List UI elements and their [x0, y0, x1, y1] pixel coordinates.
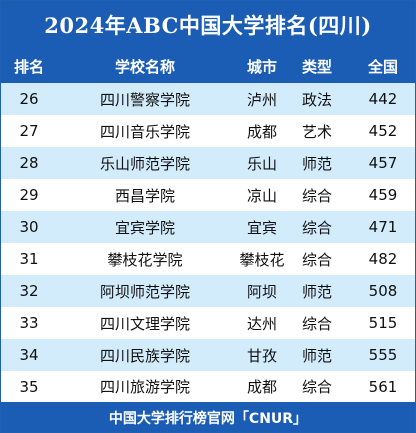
rank-cell: 28 [19, 154, 39, 172]
national-rank-cell: 452 [368, 122, 398, 140]
header-type: 类型 [301, 57, 332, 76]
city-cell: 阿坝 [246, 282, 277, 301]
national-rank-cell: 471 [368, 218, 398, 236]
school-name-cell: 西昌学院 [114, 186, 175, 205]
table-row: 26 四川警察学院 泸州 政法 442 [1, 83, 415, 115]
rank-cell: 34 [19, 346, 39, 364]
national-rank-cell: 555 [368, 346, 398, 364]
type-cell: 综合 [301, 378, 332, 396]
header-rank: 排名 [13, 57, 44, 76]
header-national-rank: 全国 [367, 57, 398, 76]
table-row: 35 四川旅游学院 成都 综合 561 [1, 371, 415, 403]
city-cell: 成都 [246, 378, 277, 396]
table-row: 34 四川民族学院 甘孜 师范 555 [1, 339, 415, 371]
city-cell: 泸州 [246, 90, 277, 109]
table-row: 27 四川音乐学院 成都 艺术 452 [1, 115, 415, 147]
table-footer-source: 中国大学排行榜官网「CNUR」 [1, 403, 415, 432]
school-name-cell: 宜宾学院 [114, 218, 175, 237]
rank-cell: 26 [19, 90, 39, 108]
table-row: 31 攀枝花学院 攀枝花 综合 482 [1, 243, 415, 275]
school-name-cell: 四川旅游学院 [99, 378, 190, 396]
type-cell: 师范 [301, 346, 332, 365]
city-cell: 宜宾 [246, 218, 277, 237]
school-name-cell: 阿坝师范学院 [99, 282, 190, 301]
city-cell: 凉山 [246, 186, 277, 205]
type-cell: 师范 [301, 154, 332, 173]
header-school-name: 学校名称 [114, 57, 175, 76]
table-body: 26 四川警察学院 泸州 政法 442 27 四川音乐学院 成都 艺术 452 … [1, 83, 415, 403]
type-cell: 综合 [301, 186, 332, 205]
national-rank-cell: 442 [368, 90, 398, 108]
school-name-cell: 乐山师范学院 [99, 154, 190, 173]
table-row: 28 乐山师范学院 乐山 师范 457 [1, 147, 415, 179]
table-row: 29 西昌学院 凉山 综合 459 [1, 179, 415, 211]
rank-cell: 32 [19, 282, 39, 300]
city-cell: 成都 [246, 122, 277, 141]
national-rank-cell: 459 [368, 186, 398, 204]
national-rank-cell: 561 [368, 377, 398, 396]
type-cell: 综合 [301, 250, 332, 269]
type-cell: 综合 [301, 218, 332, 237]
city-cell: 攀枝花 [239, 250, 285, 269]
school-name-cell: 攀枝花学院 [107, 250, 183, 269]
type-cell: 综合 [301, 314, 332, 333]
city-cell: 达州 [246, 314, 277, 333]
city-cell: 乐山 [246, 154, 277, 173]
header-city: 城市 [246, 57, 277, 76]
table-title: 2024年ABC中国大学排名(四川) [1, 1, 415, 49]
table-row: 32 阿坝师范学院 阿坝 师范 508 [1, 275, 415, 307]
national-rank-cell: 457 [368, 154, 398, 172]
table-row: 30 宜宾学院 宜宾 综合 471 [1, 211, 415, 243]
national-rank-cell: 515 [368, 314, 398, 332]
rank-cell: 29 [19, 186, 39, 204]
school-name-cell: 四川文理学院 [99, 314, 190, 333]
school-name-cell: 四川警察学院 [99, 90, 190, 109]
rank-cell: 27 [19, 122, 39, 140]
rank-cell: 31 [19, 250, 39, 268]
type-cell: 师范 [301, 282, 332, 301]
national-rank-cell: 508 [368, 282, 398, 300]
type-cell: 艺术 [301, 122, 332, 141]
rank-cell: 35 [19, 377, 39, 396]
school-name-cell: 四川民族学院 [99, 346, 190, 365]
rank-cell: 30 [19, 218, 39, 236]
type-cell: 政法 [301, 90, 332, 109]
city-cell: 甘孜 [246, 346, 277, 365]
national-rank-cell: 482 [368, 250, 398, 268]
school-name-cell: 四川音乐学院 [99, 122, 190, 141]
rank-cell: 33 [19, 314, 39, 332]
table-row: 33 四川文理学院 达州 综合 515 [1, 307, 415, 339]
table-header-row: 排名 学校名称 城市 类型 全国 [1, 49, 415, 83]
